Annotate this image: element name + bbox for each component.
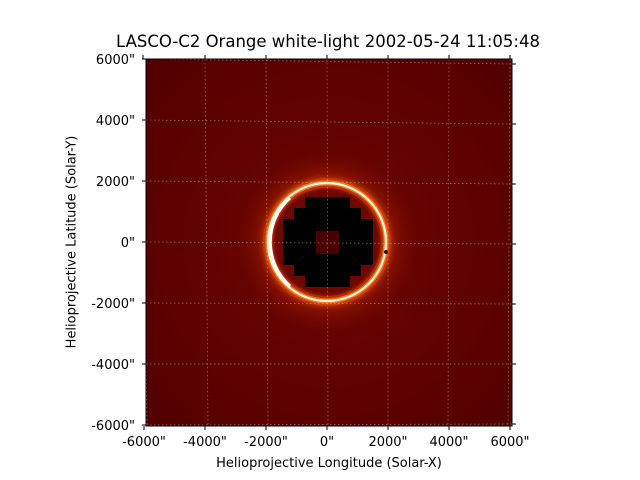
- plot-title: LASCO-C2 Orange white-light 2002-05-24 1…: [116, 32, 540, 51]
- x-tick-label: 4000": [429, 435, 468, 450]
- y-tick-label: -6000": [91, 419, 135, 434]
- x-tick-label: -6000": [122, 435, 166, 450]
- x-tick-label: 6000": [490, 435, 529, 450]
- inner-occulter: [316, 231, 339, 254]
- ring-bright-arc: [268, 196, 292, 288]
- y-tick-label: 0": [121, 236, 135, 251]
- y-axis-ticks: [142, 58, 146, 426]
- x-axis-ticks: [143, 426, 511, 430]
- x-axis-label: Helioprojective Longitude (Solar-X): [216, 456, 442, 471]
- occulter-ring: [266, 181, 388, 303]
- x-tick-label: -4000": [183, 435, 227, 450]
- top-axis-ticks: [142, 55, 511, 59]
- pylon-artifact: [384, 250, 388, 254]
- x-tick-label: 2000": [368, 435, 407, 450]
- y-tick-label: 4000": [96, 114, 135, 129]
- x-tick-label: -2000": [244, 435, 288, 450]
- y-axis-label: Helioprojective Latitude (Solar-Y): [64, 135, 80, 349]
- y-tick-label: 6000": [96, 53, 135, 68]
- right-axis-ticks: [512, 63, 516, 425]
- y-tick-label: -2000": [91, 297, 135, 312]
- x-tick-label: 0": [320, 435, 334, 450]
- y-tick-label: 2000": [96, 175, 135, 190]
- y-tick-label: -4000": [91, 358, 135, 373]
- grid-lines: [146, 59, 512, 426]
